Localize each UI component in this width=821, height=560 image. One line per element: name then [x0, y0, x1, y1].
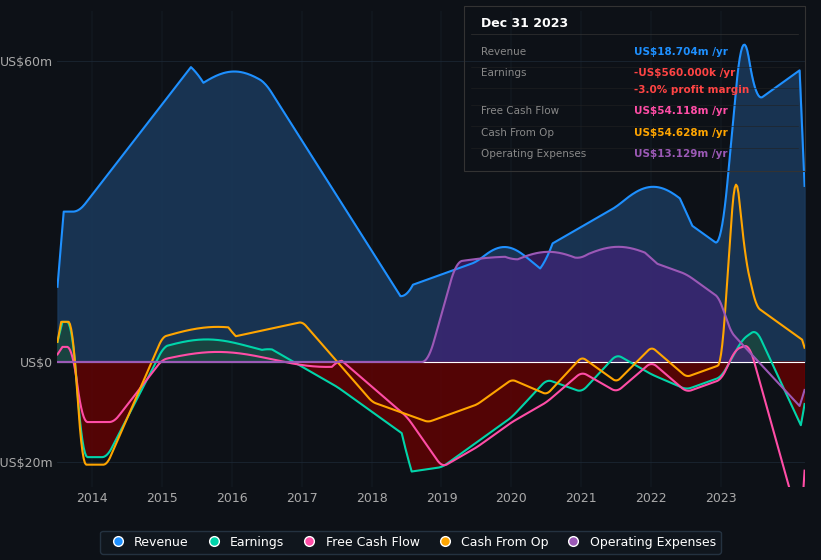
Text: US$13.129m /yr: US$13.129m /yr — [635, 150, 727, 159]
Text: Earnings: Earnings — [481, 68, 526, 78]
Text: Revenue: Revenue — [481, 47, 526, 57]
Text: Operating Expenses: Operating Expenses — [481, 150, 586, 159]
Text: US$18.704m /yr: US$18.704m /yr — [635, 47, 728, 57]
Text: US$54.628m /yr: US$54.628m /yr — [635, 128, 728, 138]
Legend: Revenue, Earnings, Free Cash Flow, Cash From Op, Operating Expenses: Revenue, Earnings, Free Cash Flow, Cash … — [100, 531, 721, 554]
Text: -US$560.000k /yr: -US$560.000k /yr — [635, 68, 736, 78]
Text: Free Cash Flow: Free Cash Flow — [481, 106, 559, 116]
Text: -3.0% profit margin: -3.0% profit margin — [635, 85, 750, 95]
Text: US$54.118m /yr: US$54.118m /yr — [635, 106, 728, 116]
Text: Dec 31 2023: Dec 31 2023 — [481, 17, 568, 30]
Text: Cash From Op: Cash From Op — [481, 128, 554, 138]
